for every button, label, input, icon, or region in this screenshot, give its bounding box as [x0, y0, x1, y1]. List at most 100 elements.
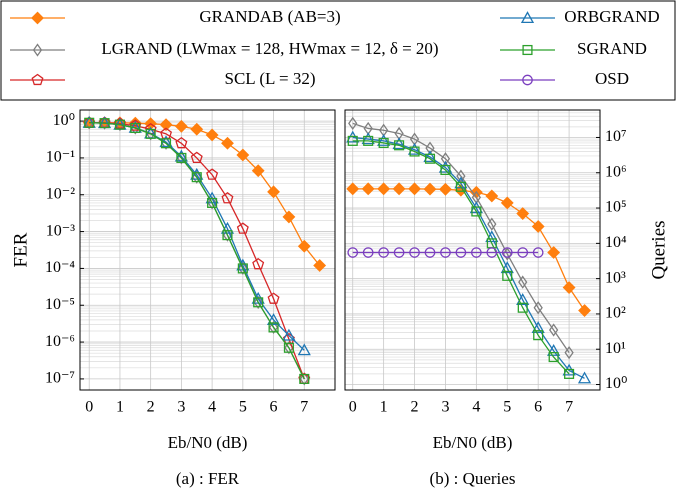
marker	[205, 128, 219, 142]
marker	[268, 320, 279, 335]
series-line	[352, 188, 586, 311]
marker	[423, 182, 437, 196]
series-line	[352, 122, 570, 354]
marker	[346, 182, 360, 196]
series-line	[89, 122, 321, 266]
marker	[282, 210, 296, 224]
marker	[207, 197, 218, 208]
marker	[221, 192, 234, 204]
marker	[160, 138, 172, 149]
marker	[517, 302, 528, 313]
marker	[361, 182, 375, 196]
marker	[206, 168, 219, 180]
axes-frame	[344, 109, 601, 391]
x-tick-label: 4	[472, 399, 480, 416]
marker	[252, 257, 265, 270]
marker	[176, 152, 187, 163]
marker	[547, 246, 561, 259]
marker	[299, 372, 309, 386]
marker	[455, 181, 466, 192]
y-tick-label: 10⁰	[53, 112, 75, 129]
marker	[348, 116, 358, 131]
marker	[424, 247, 436, 258]
marker	[564, 346, 574, 360]
legend-marker	[31, 73, 44, 86]
marker	[518, 275, 528, 289]
marker	[190, 122, 204, 136]
plot-data	[346, 116, 592, 384]
marker	[423, 150, 437, 163]
marker	[455, 247, 467, 258]
x-tick-label: 2	[147, 399, 155, 416]
legend-label: SCL (L = 32)	[225, 69, 316, 88]
y-axis-label: Queries	[648, 220, 669, 279]
marker	[533, 330, 544, 341]
marker	[221, 136, 234, 150]
legend-box	[0, 0, 676, 101]
marker	[377, 134, 391, 146]
y-tick-label: 10⁴	[605, 234, 627, 251]
marker	[299, 373, 310, 384]
marker	[516, 207, 530, 220]
y-tick-label: 10³	[605, 269, 626, 286]
marker	[347, 135, 358, 146]
x-tick-label: 1	[380, 399, 388, 416]
x-axis-label: Eb/N0 (dB)	[168, 433, 248, 452]
marker	[207, 196, 217, 210]
marker	[409, 247, 420, 258]
marker	[282, 328, 296, 341]
marker	[440, 247, 451, 258]
y-axis-label: FER	[10, 232, 31, 267]
x-tick-label: 6	[270, 399, 278, 416]
legend-label: ORBGRAND	[564, 7, 659, 26]
plot-data	[82, 115, 327, 386]
x-tick-label: 5	[239, 399, 247, 416]
marker	[361, 132, 375, 145]
marker	[531, 321, 545, 334]
marker	[408, 182, 421, 196]
y-tick-label: 10⁶	[605, 163, 627, 180]
legend-label: LGRAND (LWmax = 128, HWmax = 12, δ = 20)	[101, 39, 438, 58]
marker	[548, 323, 559, 337]
y-tick-label: 10⁻⁵	[45, 296, 75, 313]
marker	[578, 304, 591, 317]
marker	[440, 164, 451, 176]
x-tick-label: 3	[177, 399, 185, 416]
legend-label: SGRAND	[577, 39, 647, 58]
marker	[564, 368, 575, 379]
marker	[297, 239, 311, 253]
x-tick-label: 2	[411, 399, 419, 416]
marker	[175, 136, 188, 149]
marker	[487, 217, 497, 231]
marker	[378, 247, 389, 258]
y-tick-label: 10⁻⁷	[45, 370, 75, 387]
marker	[238, 261, 248, 276]
marker	[471, 206, 482, 217]
marker	[562, 281, 576, 294]
marker	[283, 342, 294, 353]
marker	[424, 153, 436, 164]
marker	[174, 119, 188, 133]
legend-marker	[32, 43, 43, 57]
x-tick-label: 0	[85, 399, 93, 416]
x-tick-label: 7	[565, 399, 573, 416]
x-tick-label: 1	[116, 399, 124, 416]
marker	[114, 119, 125, 130]
marker	[438, 160, 453, 173]
marker	[439, 182, 452, 196]
x-tick-label: 6	[534, 399, 542, 416]
marker	[440, 152, 451, 166]
marker	[517, 247, 529, 258]
legend-label: GRANDAB (AB=3)	[199, 7, 340, 26]
legend-marker	[31, 11, 44, 25]
marker	[516, 293, 530, 305]
y-tick-label: 10¹	[605, 340, 626, 357]
x-tick-label: 0	[349, 399, 357, 416]
y-tick-label: 10⁰	[605, 375, 627, 392]
marker	[266, 313, 281, 325]
marker	[501, 247, 513, 258]
legend-marker	[522, 74, 533, 86]
y-tick-label: 10⁻²	[46, 185, 75, 202]
legend-marker	[522, 44, 533, 56]
marker	[222, 230, 233, 241]
